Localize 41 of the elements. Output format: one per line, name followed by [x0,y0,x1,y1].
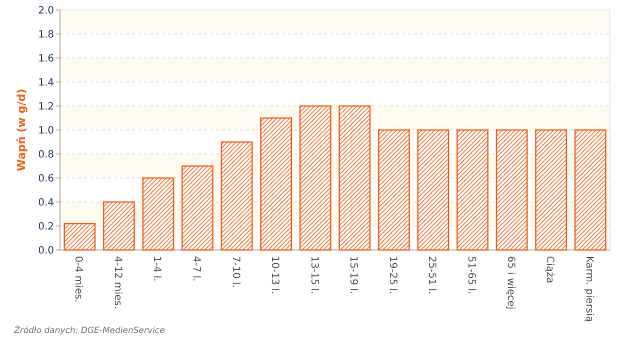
x-tick-label: Ciąża [544,256,556,284]
y-tick-label: 0.0 [38,246,54,256]
y-tick-label: 0.8 [38,150,54,160]
x-tick-label: 4-7 l. [190,256,202,282]
x-tick-label: 0-4 mies. [72,256,84,303]
y-tick-label: 1.6 [38,54,54,64]
y-tick-label: 1.2 [38,102,54,112]
x-tick-label: 1-4 l. [151,256,162,282]
x-tick-label: 25-51 l. [426,256,438,294]
x-tick-label: 15-19 l. [348,256,359,294]
bar [417,129,450,251]
y-tick-label: 0.6 [38,174,54,184]
x-tick-label: 13-15 l. [308,256,320,294]
bar [220,141,253,251]
x-tick-label: 19-25 l. [386,256,398,294]
y-axis-title: Wapń (w g/d) [15,88,28,172]
bar [102,201,135,251]
bar [64,222,96,251]
y-tick-label: 1.0 [38,126,54,136]
y-tick-label: 1.4 [38,78,54,88]
x-tick-label: 51-65 l. [466,256,476,294]
x-tick-label: Karm. piersią [583,256,594,322]
bar [574,129,606,251]
y-tick-label: 2.0 [38,6,54,16]
y-tick-label: 0.2 [38,222,54,232]
x-tick-label: 4-12 mies. [112,256,123,309]
bar [142,177,174,251]
bar [182,165,214,251]
y-tick-label: 0.4 [38,198,54,208]
text: Źródło danych: DGE-MedienService [13,325,165,336]
y-tick-label: 1.8 [38,30,54,40]
bar [260,117,292,251]
x-tick-label: 7-10 l. [230,256,241,288]
bar [299,105,332,251]
bar [496,129,528,251]
bar [378,129,410,251]
bar [338,105,371,251]
bar [535,129,568,251]
x-tick-label: 65 i więcej [504,256,516,310]
bar [456,129,488,251]
x-tick-label: 10-13 l. [269,256,280,294]
